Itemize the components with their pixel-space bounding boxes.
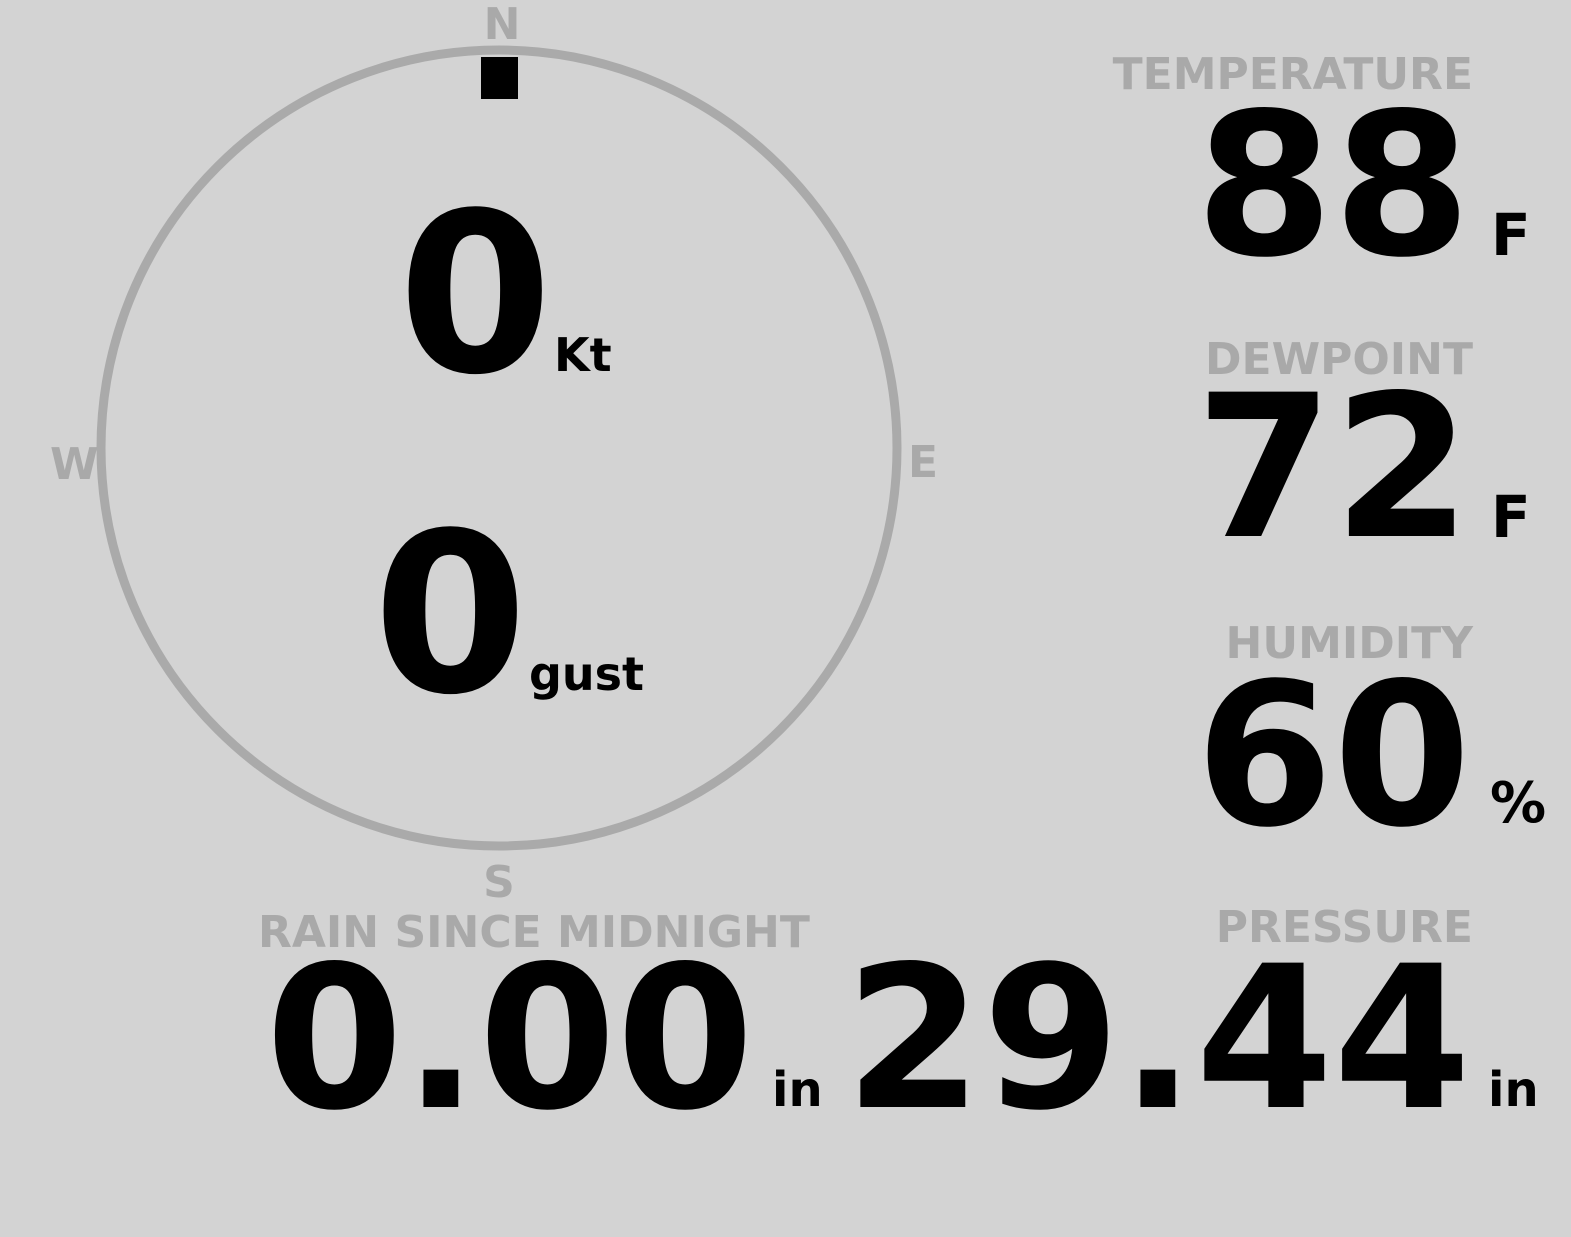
compass-south-label: S	[483, 857, 515, 908]
wind-speed-unit: Kt	[554, 328, 612, 382]
compass-west-label: W	[50, 439, 99, 490]
rain-label: RAIN SINCE MIDNIGHT	[258, 907, 810, 958]
dewpoint-label: DEWPOINT	[1205, 334, 1473, 385]
wind-speed-value: 0	[398, 166, 553, 424]
temperature-unit: F	[1491, 201, 1531, 269]
humidity-value: 60	[1195, 640, 1471, 871]
dewpoint-unit: F	[1491, 483, 1531, 551]
rain-unit: in	[772, 1062, 823, 1118]
pressure-value: 29.44	[844, 923, 1471, 1154]
wind-gust-unit: gust	[529, 647, 645, 701]
wind-direction-needle	[481, 57, 518, 99]
temperature-label: TEMPERATURE	[1112, 49, 1473, 100]
rain-value: 0.00	[265, 923, 754, 1154]
pressure-label: PRESSURE	[1215, 902, 1473, 953]
wind-gust-value: 0	[373, 486, 528, 744]
compass-ring	[96, 45, 902, 851]
compass-north-label: N	[483, 0, 521, 50]
compass-east-label: E	[908, 437, 939, 488]
pressure-unit: in	[1488, 1062, 1539, 1118]
dewpoint-value: 72	[1195, 352, 1471, 583]
humidity-unit: %	[1490, 771, 1547, 836]
humidity-label: HUMIDITY	[1225, 618, 1473, 669]
temperature-value: 88	[1195, 70, 1471, 301]
